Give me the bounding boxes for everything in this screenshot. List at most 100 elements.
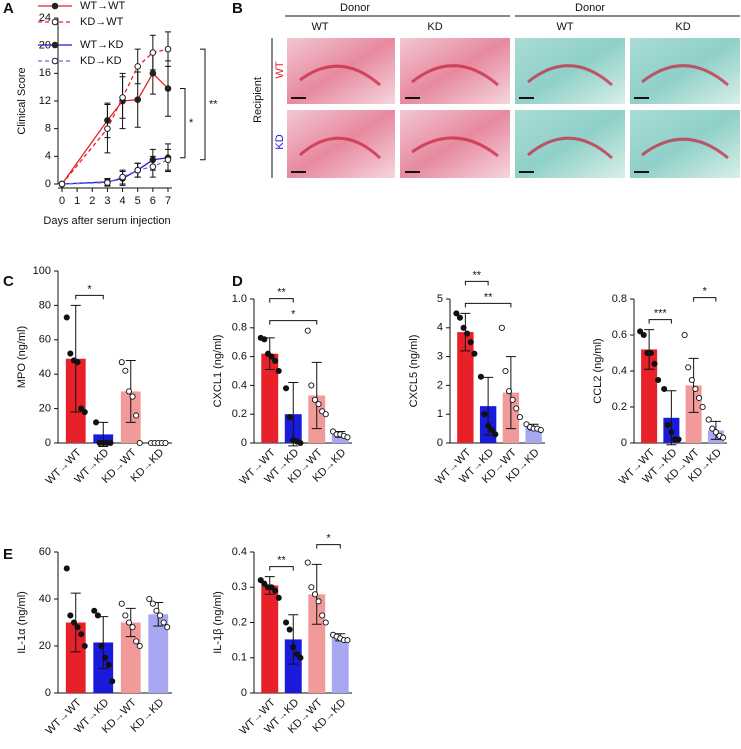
y-tick-label: 2	[437, 379, 443, 391]
data-point	[162, 439, 169, 447]
error-bar	[288, 614, 299, 665]
data-point	[93, 419, 100, 426]
data-point	[685, 364, 692, 371]
y-tick-label: 60	[39, 546, 51, 558]
data-point	[63, 314, 70, 321]
data-point	[651, 360, 658, 367]
x-axis-label: Days after serum injection	[43, 215, 170, 227]
bar	[261, 353, 279, 443]
data-point	[488, 426, 495, 434]
data-point	[81, 642, 88, 650]
data-point	[664, 421, 671, 429]
marker	[134, 63, 142, 70]
significance-bracket	[269, 298, 294, 303]
legend-marker	[51, 18, 59, 26]
significance-label: *	[87, 283, 92, 295]
y-tick-label: 0.6	[612, 329, 627, 341]
marker	[149, 70, 157, 77]
y-tick-label: 16	[39, 67, 51, 79]
panel-label: C	[3, 273, 14, 290]
significance-label: *	[291, 309, 296, 321]
data-point	[344, 637, 351, 644]
y-tick-label: 20	[39, 403, 51, 415]
bar	[457, 332, 474, 443]
data-point	[70, 619, 77, 626]
data-point	[502, 367, 509, 375]
recipient-label: Recipient	[252, 77, 264, 123]
data-point	[492, 431, 499, 438]
data-point	[67, 350, 74, 357]
y-axis-label: CXCL1 (ng/ml)	[212, 335, 224, 408]
data-point	[681, 331, 688, 339]
data-point	[153, 607, 160, 614]
data-point	[705, 416, 712, 423]
data-point	[712, 429, 719, 436]
y-axis-label: IL-1α (ng/ml)	[16, 591, 28, 654]
significance-label: **	[277, 287, 286, 299]
y-tick-label: 0.2	[232, 616, 247, 628]
data-point	[272, 587, 279, 594]
data-point	[125, 388, 132, 395]
data-point	[471, 350, 478, 357]
data-point	[136, 642, 143, 650]
significance-bracket	[316, 544, 341, 549]
micrograph	[630, 110, 740, 178]
data-point	[98, 642, 105, 650]
y-tick-label: 0.8	[612, 293, 627, 305]
significance-bracket	[269, 320, 318, 325]
data-point	[275, 594, 282, 601]
y-tick-label: 100	[33, 265, 51, 277]
data-point	[456, 314, 464, 321]
marker	[134, 96, 142, 103]
panel-label: D	[232, 273, 243, 290]
data-point	[107, 439, 114, 447]
data-point	[67, 612, 74, 619]
row-label: KD	[274, 134, 286, 149]
data-point	[322, 619, 329, 626]
data-point	[516, 414, 523, 421]
bar	[65, 622, 86, 693]
data-point	[261, 580, 268, 587]
micrograph	[400, 38, 510, 104]
data-point	[261, 336, 268, 343]
legend-marker	[51, 41, 59, 49]
y-tick-label: 0	[45, 178, 51, 190]
data-point	[344, 434, 351, 441]
panel-label: B	[232, 0, 243, 17]
bar	[308, 594, 326, 693]
data-point	[311, 591, 319, 598]
x-tick-label: 3	[104, 195, 110, 207]
data-point	[668, 429, 675, 436]
data-point	[286, 626, 293, 633]
data-point	[481, 411, 488, 418]
data-point	[63, 565, 70, 572]
y-tick-label: 60	[39, 334, 51, 346]
y-tick-label: 0	[621, 437, 627, 449]
data-point	[467, 339, 474, 346]
y-axis-label: CXCL5 (ng/ml)	[408, 335, 420, 408]
data-point	[286, 414, 293, 421]
significance-label: **	[484, 291, 493, 303]
micrograph	[515, 38, 625, 104]
row-label: WT	[274, 61, 286, 78]
micrograph	[287, 110, 395, 178]
series-line	[61, 72, 169, 185]
legend-marker	[51, 57, 59, 65]
data-point	[537, 426, 544, 434]
bar	[641, 349, 658, 443]
y-tick-label: 0	[45, 437, 51, 449]
marker	[104, 179, 111, 186]
x-tick-label: 1	[74, 195, 80, 207]
data-point	[164, 624, 171, 631]
x-tick-label: 0	[59, 195, 65, 207]
x-tick-label: 6	[150, 195, 156, 207]
x-tick-label: 5	[135, 195, 141, 207]
data-point	[661, 385, 668, 393]
data-point	[105, 661, 112, 668]
y-tick-label: 0.4	[232, 546, 247, 558]
marker	[149, 49, 157, 56]
y-tick-label: 20	[39, 640, 51, 652]
legend-label: KD→KD	[80, 55, 122, 67]
significance-label: *	[326, 533, 331, 545]
